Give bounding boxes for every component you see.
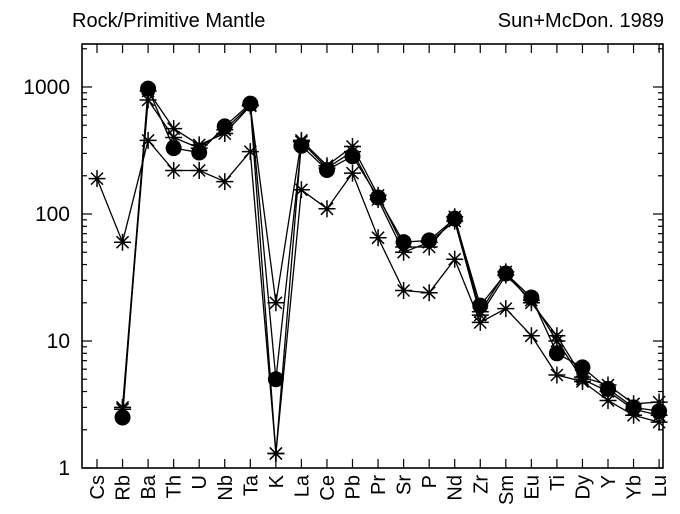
series-line	[123, 91, 660, 407]
x-tick-label: Ba	[138, 474, 160, 499]
data-point	[191, 140, 208, 157]
x-tick-label: Ti	[547, 475, 569, 491]
data-point	[421, 284, 438, 301]
x-tick-label: Lu	[649, 475, 671, 497]
data-point	[548, 367, 565, 384]
series-4	[89, 132, 668, 462]
data-point	[267, 445, 284, 462]
x-tick-label: Ce	[317, 475, 339, 501]
x-tick-label: Th	[164, 475, 186, 498]
y-tick-label: 1000	[23, 76, 70, 99]
x-tick-label: Rb	[113, 475, 135, 501]
data-point	[319, 200, 336, 217]
y-tick-labels: 1 10 100 1000	[23, 76, 70, 480]
data-point	[344, 165, 361, 182]
data-point	[216, 121, 233, 138]
data-series	[89, 81, 668, 462]
data-point	[446, 213, 463, 230]
data-point	[600, 392, 617, 409]
data-point	[242, 143, 259, 160]
x-tick-label: Sm	[496, 475, 518, 505]
plot-frame	[82, 44, 663, 468]
data-point	[395, 282, 412, 299]
x-tick-label: U	[189, 475, 211, 489]
x-tick-label: Yb	[624, 475, 646, 499]
x-tick-label: K	[266, 474, 288, 488]
x-tick-labels: Cs Rb Ba Th U Nb Ta K La Ce Pb Pr Sr P Nd Zr Sm Eu Ti Dy Y Yb…	[87, 474, 671, 505]
data-point	[344, 143, 361, 160]
data-point	[114, 401, 131, 418]
x-tick-label: Pr	[368, 475, 390, 495]
data-point	[472, 314, 489, 331]
data-point	[165, 162, 182, 179]
data-point	[319, 160, 336, 177]
x-tick-label: Dy	[572, 475, 594, 499]
data-point	[293, 181, 310, 198]
data-point	[114, 234, 131, 251]
axis-ticks	[82, 44, 663, 468]
data-point	[191, 162, 208, 179]
y-tick-label: 1	[58, 457, 70, 480]
x-tick-label: Nd	[445, 475, 467, 501]
data-point	[395, 244, 412, 261]
data-point	[497, 300, 514, 317]
data-point	[140, 132, 157, 149]
x-tick-label: P	[419, 475, 441, 488]
data-point	[216, 173, 233, 190]
data-point	[421, 234, 438, 251]
series-3	[114, 92, 668, 463]
series-1	[115, 81, 668, 426]
x-tick-label: Nb	[215, 475, 237, 501]
data-point	[89, 170, 106, 187]
x-tick-label: Pb	[343, 475, 365, 499]
data-point	[370, 191, 387, 208]
data-point	[625, 407, 642, 424]
data-point	[523, 292, 540, 309]
data-point	[523, 327, 540, 344]
x-tick-label: Y	[598, 475, 620, 488]
y-tick-label: 100	[35, 203, 70, 226]
x-tick-label: Cs	[87, 475, 109, 499]
data-point	[267, 294, 284, 311]
x-tick-label: Sr	[394, 475, 416, 495]
data-point	[574, 373, 591, 390]
x-tick-label: Ta	[240, 474, 262, 496]
x-tick-label: Eu	[521, 475, 543, 499]
data-point	[497, 267, 514, 284]
data-point	[293, 133, 310, 150]
data-point	[370, 229, 387, 246]
x-tick-label: Zr	[470, 475, 492, 494]
data-point	[651, 414, 668, 431]
data-point	[140, 92, 157, 109]
data-point	[165, 129, 182, 146]
data-point	[242, 97, 259, 114]
y-tick-label: 10	[47, 330, 70, 353]
data-point	[446, 251, 463, 268]
x-tick-label: La	[291, 474, 313, 497]
data-point	[548, 333, 565, 350]
